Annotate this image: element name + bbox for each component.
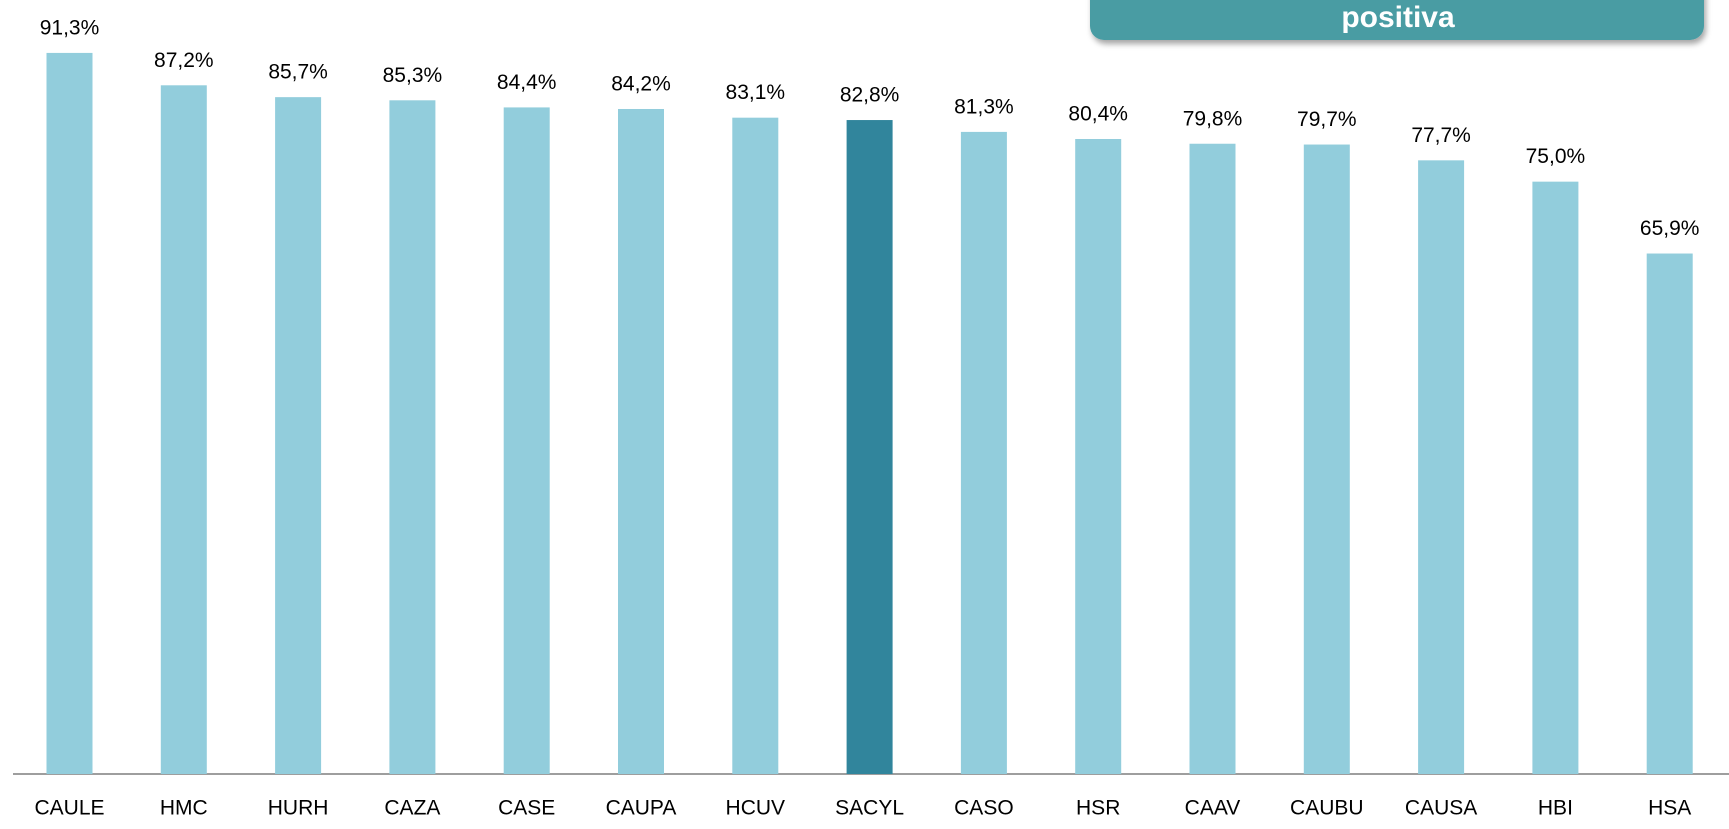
bar: [46, 52, 93, 775]
data-label: 77,7%: [1411, 124, 1471, 147]
data-label: 79,7%: [1297, 108, 1357, 131]
data-label: 91,3%: [40, 16, 100, 39]
data-label: 65,9%: [1640, 217, 1700, 240]
data-label: 85,3%: [383, 64, 443, 87]
bar: [1532, 181, 1579, 774]
data-label: 82,8%: [840, 84, 900, 107]
data-label: 84,2%: [611, 73, 671, 96]
bar: [1189, 143, 1236, 774]
x-tick-label: HSR: [1076, 797, 1120, 820]
x-tick-label: SACYL: [835, 797, 904, 820]
bar: [960, 131, 1007, 774]
x-tick-label: CAULE: [34, 797, 104, 820]
bar: [618, 108, 664, 775]
data-label: 75,0%: [1526, 145, 1586, 168]
data-label: 87,2%: [154, 49, 214, 72]
bar: [1303, 144, 1350, 774]
bar: [1646, 253, 1693, 775]
bar: [732, 117, 779, 775]
x-tick-label: CASE: [498, 797, 555, 820]
bar: [389, 100, 436, 775]
data-label: 81,3%: [954, 95, 1014, 118]
bar: [846, 120, 893, 775]
x-tick-label: HBI: [1538, 797, 1573, 820]
data-label: 85,7%: [268, 61, 328, 84]
data-label: 83,1%: [726, 81, 786, 104]
bar: [160, 85, 207, 774]
x-tick-label: CASO: [954, 797, 1014, 820]
x-tick-label: CAUPA: [606, 797, 677, 820]
bar: [503, 107, 550, 775]
title-badge: [1090, 0, 1704, 40]
x-tick-label: CAUBU: [1290, 797, 1364, 820]
x-tick-label: HMC: [160, 797, 208, 820]
data-label: 79,8%: [1183, 107, 1243, 130]
x-tick-label: CAAV: [1185, 797, 1241, 820]
data-label: 84,4%: [497, 71, 557, 94]
chart-title: positiva: [1341, 1, 1455, 34]
bar: [275, 97, 322, 774]
data-label: 80,4%: [1068, 103, 1128, 126]
x-tick-label: HSA: [1648, 797, 1691, 820]
bar: [1075, 139, 1122, 774]
x-tick-label: CAUSA: [1405, 797, 1477, 820]
bar: [1418, 160, 1465, 775]
x-tick-label: HCUV: [726, 797, 786, 820]
x-tick-label: CAZA: [384, 797, 440, 820]
x-tick-label: HURH: [268, 797, 329, 820]
